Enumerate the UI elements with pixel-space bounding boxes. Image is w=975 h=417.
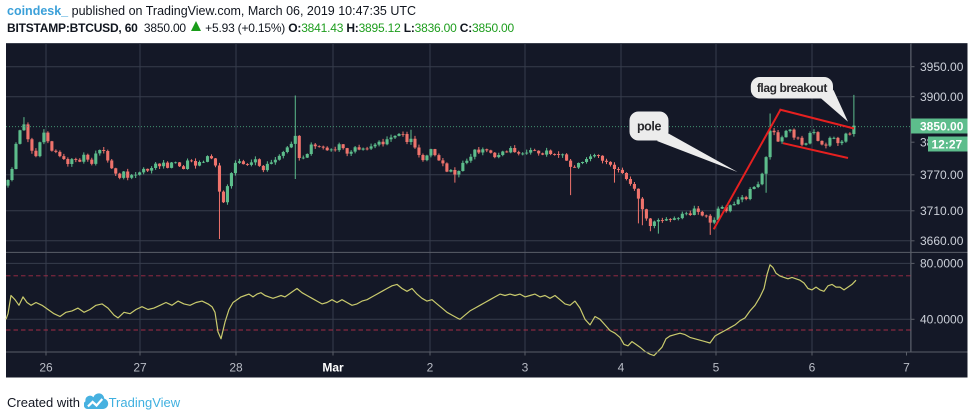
svg-text:pole: pole xyxy=(637,120,662,134)
svg-text:12:27: 12:27 xyxy=(932,138,963,152)
svg-text:3950.00: 3950.00 xyxy=(920,60,964,74)
svg-text:3: 3 xyxy=(522,361,529,375)
svg-text:5: 5 xyxy=(713,361,720,375)
svg-text:26: 26 xyxy=(39,361,53,375)
svg-text:27: 27 xyxy=(133,361,147,375)
svg-text:2: 2 xyxy=(427,361,434,375)
svg-text:7: 7 xyxy=(903,361,910,375)
svg-text:28: 28 xyxy=(229,361,243,375)
svg-text:flag breakout: flag breakout xyxy=(757,81,828,95)
svg-text:80.0000: 80.0000 xyxy=(920,257,964,271)
svg-text:3770.00: 3770.00 xyxy=(920,168,964,182)
svg-text:3900.00: 3900.00 xyxy=(920,90,964,104)
svg-text:6: 6 xyxy=(809,361,816,375)
svg-text:3850.00: 3850.00 xyxy=(920,120,964,134)
svg-text:4: 4 xyxy=(618,361,625,375)
svg-text:40.0000: 40.0000 xyxy=(920,313,964,327)
svg-text:Mar: Mar xyxy=(322,361,344,375)
svg-text:3710.00: 3710.00 xyxy=(920,204,964,218)
svg-text:3660.00: 3660.00 xyxy=(920,234,964,248)
